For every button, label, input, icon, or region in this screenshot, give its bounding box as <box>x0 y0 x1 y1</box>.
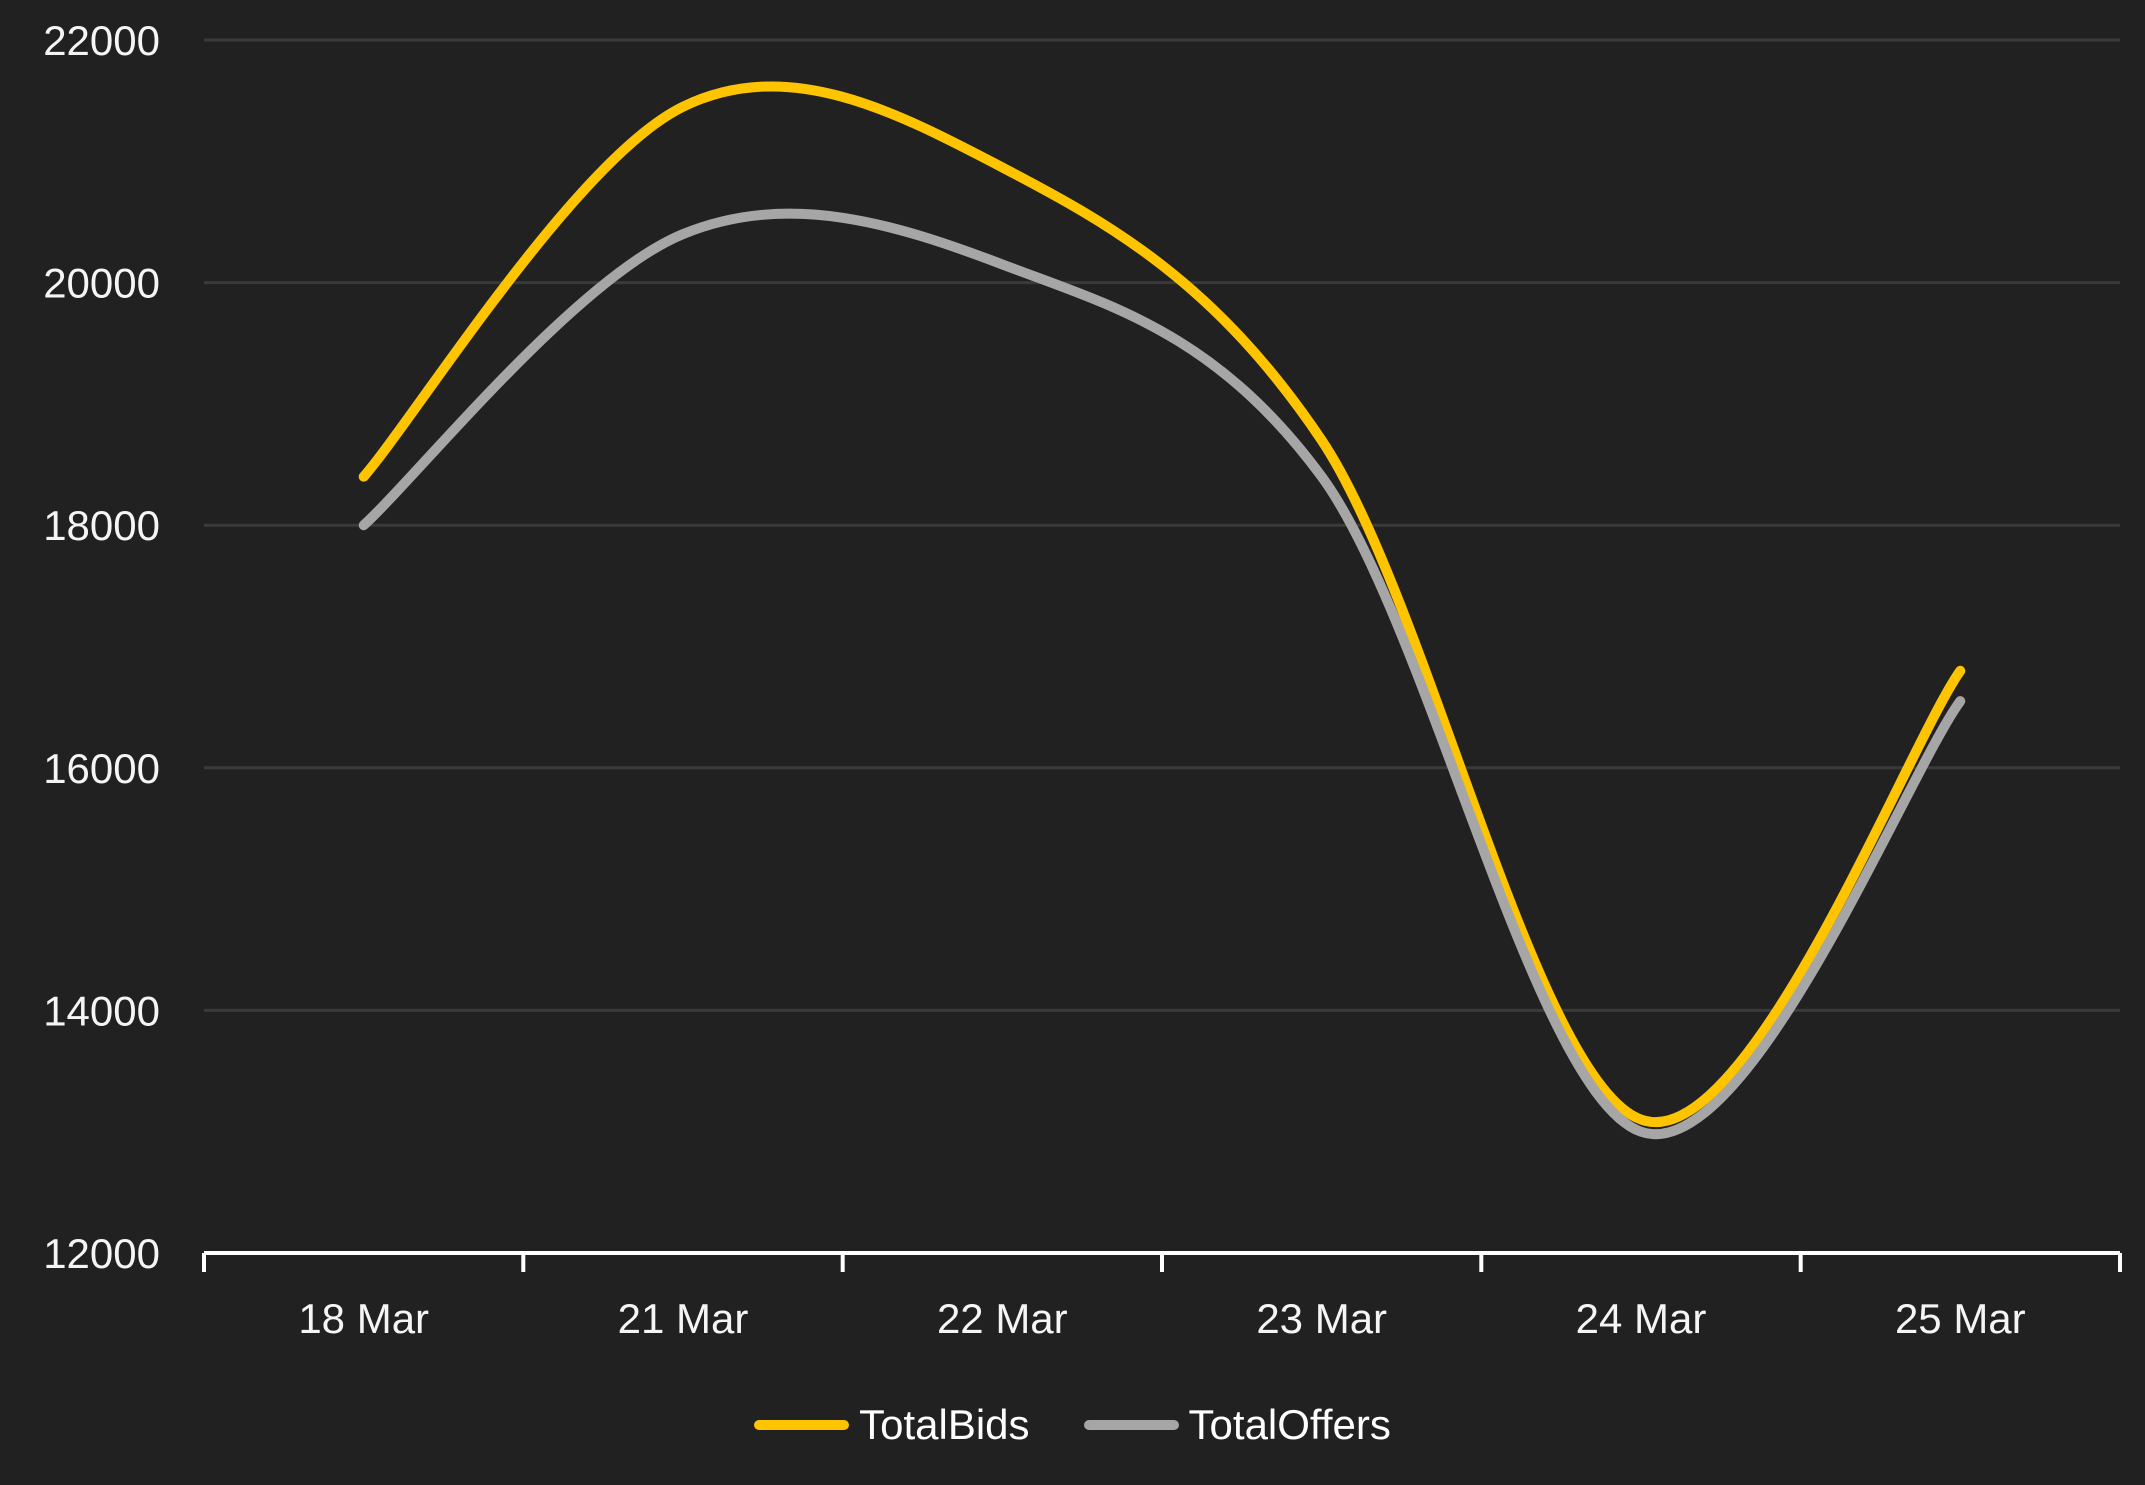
legend-item-totalbids[interactable]: TotalBids <box>754 1400 1030 1450</box>
legend: TotalBids TotalOffers <box>0 1400 2145 1450</box>
totaloffers-swatch-icon <box>1083 1420 1179 1431</box>
x-axis-label: 25 Mar <box>1895 1295 2026 1342</box>
legend-label-totaloffers: TotalOffers <box>1188 1401 1391 1448</box>
x-axis-label: 18 Mar <box>298 1295 429 1342</box>
y-axis-label: 16000 <box>43 745 160 792</box>
legend-label-totalbids: TotalBids <box>859 1401 1030 1448</box>
y-axis-label: 22000 <box>43 17 160 64</box>
x-axis-label: 23 Mar <box>1256 1295 1387 1342</box>
series-line-totaloffers[interactable] <box>358 208 1966 1140</box>
y-axis-label: 12000 <box>43 1230 160 1277</box>
legend-item-totaloffers[interactable]: TotalOffers <box>1083 1400 1391 1450</box>
series-line-totalbids[interactable] <box>358 81 1966 1128</box>
y-axis-label: 20000 <box>43 260 160 307</box>
y-axis-label: 14000 <box>43 987 160 1034</box>
totalbids-swatch-icon <box>754 1420 850 1431</box>
x-axis-label: 21 Mar <box>618 1295 749 1342</box>
x-axis-label: 22 Mar <box>937 1295 1068 1342</box>
x-axis-label: 24 Mar <box>1576 1295 1707 1342</box>
y-axis-label: 18000 <box>43 502 160 549</box>
